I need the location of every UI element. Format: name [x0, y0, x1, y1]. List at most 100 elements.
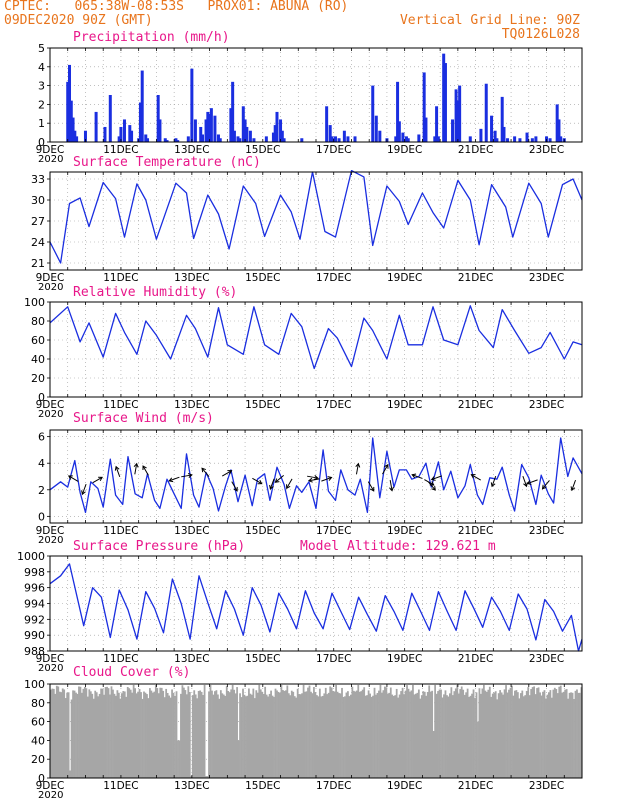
cloud-bar	[317, 696, 320, 778]
y-tick-label: 2	[38, 98, 45, 111]
cloud-bar	[177, 740, 179, 778]
precip-bar	[458, 85, 462, 142]
cloud-bar	[132, 684, 135, 778]
cloud-bar	[218, 698, 221, 778]
cloud-bar	[425, 695, 428, 778]
cloud-bar	[338, 693, 340, 778]
precip-bar	[534, 136, 538, 142]
cloud-bar	[420, 695, 423, 778]
cloud-bar	[126, 686, 129, 778]
precip-bar	[248, 130, 252, 142]
cloud-bar	[236, 687, 238, 778]
cloud-bar	[347, 691, 349, 778]
y-tick-label: 988	[24, 645, 45, 658]
cloud-bar	[274, 688, 277, 778]
precip-bar	[216, 134, 220, 142]
cloud-bar	[360, 691, 363, 778]
cloud-bar	[63, 689, 66, 778]
cloud-bar	[361, 689, 364, 778]
precip-bar	[424, 117, 428, 142]
precip-bar	[454, 89, 458, 142]
y-tick-label: 40	[31, 734, 45, 747]
wind-vector	[431, 475, 442, 481]
cloud-bar	[137, 691, 139, 778]
y-tick-label: 6	[38, 431, 45, 444]
wind-vector	[491, 475, 497, 487]
cloud-bar	[78, 686, 80, 778]
x-tick-label: 9DEC	[36, 780, 65, 792]
series-line-rh	[49, 305, 583, 370]
cloud-bar	[514, 690, 516, 778]
cloud-bar	[496, 699, 499, 778]
cloud-bar	[199, 690, 202, 778]
y-tick-label: 996	[24, 582, 45, 595]
wind-vector	[142, 465, 149, 476]
y-tick-label: 3	[38, 80, 45, 93]
wind-vector-head	[470, 474, 476, 479]
cloud-bar	[358, 691, 361, 778]
cloud-bar	[262, 693, 265, 778]
precip-bar	[238, 138, 242, 142]
cloud-bar	[407, 688, 410, 778]
precip-bar	[68, 64, 72, 142]
wind-vector-head	[233, 486, 238, 492]
cloud-bar	[471, 693, 473, 778]
y-tick-label: 994	[24, 598, 45, 611]
cloud-bar	[324, 687, 327, 778]
cloud-bar	[332, 691, 335, 778]
cloud-bar	[245, 696, 247, 778]
cloud-bar	[372, 695, 374, 778]
cloud-bar	[400, 691, 403, 778]
cloud-bar	[215, 690, 218, 778]
cloud-bar	[216, 694, 219, 778]
precip-bar	[422, 72, 426, 142]
precip-bar	[325, 106, 329, 142]
x-tick-label: 21DEC	[458, 653, 493, 665]
y-tick-label: 998	[24, 566, 45, 579]
cloud-bar	[548, 692, 550, 778]
cloud-bar	[556, 693, 559, 778]
cloud-bar	[481, 688, 484, 778]
x-tick-label: 9DEC	[36, 272, 65, 284]
precip-bar	[138, 102, 142, 142]
cloud-bar	[261, 691, 264, 778]
precip-bar	[433, 136, 437, 142]
x-tick-label: 21DEC	[458, 525, 493, 537]
wind-vector-head	[114, 465, 120, 471]
y-tick-label: 1	[38, 117, 45, 130]
cloud-bar	[178, 740, 181, 778]
cloud-bar	[55, 685, 58, 778]
cloud-bar	[573, 698, 575, 778]
precip-bar	[436, 136, 440, 142]
cloud-bar	[160, 687, 163, 778]
cloud-bar	[326, 694, 329, 778]
cloud-bar	[533, 686, 536, 778]
x-tick-label: 11DEC	[103, 653, 138, 665]
precip-bar	[435, 106, 439, 142]
precip-bar	[330, 136, 334, 142]
cloud-bar	[298, 694, 301, 778]
wind-vector	[522, 475, 528, 487]
wind-vector-head	[286, 484, 291, 490]
cloud-bar	[518, 698, 521, 778]
cloud-bar	[194, 694, 197, 778]
cloud-bar	[453, 691, 456, 778]
cloud-bar	[459, 689, 462, 778]
cloud-bar	[454, 688, 457, 778]
year-label: 2020	[38, 154, 63, 165]
cloud-bar	[144, 692, 147, 778]
cloud-bar	[221, 693, 224, 778]
cloud-bar	[540, 695, 543, 778]
precip-bar	[236, 136, 240, 142]
cloud-bar	[286, 685, 289, 778]
cloud-bar	[253, 698, 256, 778]
precip-bar	[128, 125, 132, 142]
cloud-bar	[580, 687, 583, 778]
cloud-bar	[352, 690, 355, 778]
cloud-bar	[185, 694, 188, 778]
cloud-bar	[553, 687, 556, 778]
panel-press: 988 990 992 994 996 998 1000 9DEC 11DEC 13DEC 15DE…	[17, 539, 583, 674]
cloud-bar	[516, 692, 519, 778]
cloud-bar	[104, 687, 107, 778]
cloud-bar	[395, 688, 398, 778]
